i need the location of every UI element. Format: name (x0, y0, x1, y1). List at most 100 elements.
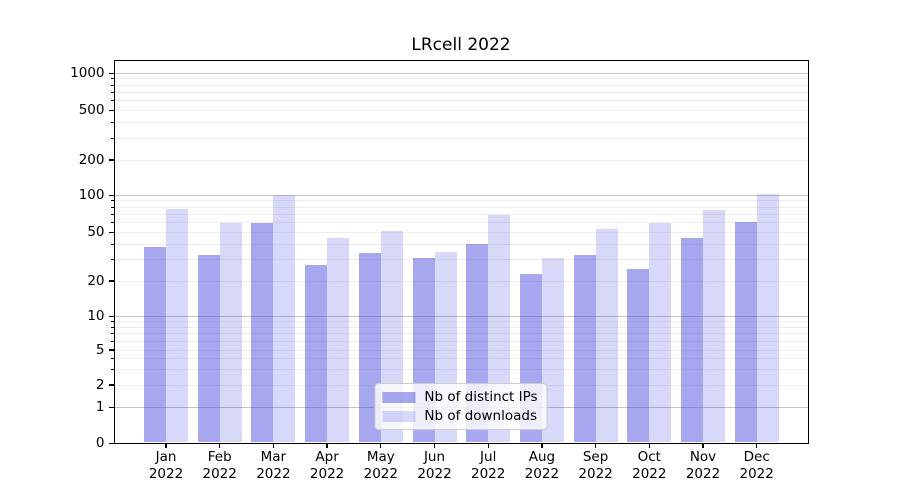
y-minor-tick-mark (111, 122, 114, 124)
x-tick-year: 2022 (685, 465, 721, 482)
x-tick-mark (756, 443, 758, 448)
x-tick-month: May (366, 449, 395, 465)
bar-nov-distinct-ips (681, 238, 703, 443)
bar-mar-downloads (273, 195, 296, 443)
minor-gridline (114, 84, 808, 86)
x-tick-year: 2022 (202, 465, 237, 482)
x-tick-month: Mar (260, 449, 287, 465)
y-tick-mark (109, 194, 114, 196)
x-tick-mark (433, 443, 436, 448)
x-tick-mark (648, 443, 650, 448)
y-tick-label: 100 (78, 186, 105, 203)
x-tick-label: Dec 2022 (725, 449, 789, 482)
minor-gridline (114, 214, 808, 216)
x-tick-label: Nov 2022 (671, 449, 735, 482)
minor-gridline (114, 222, 808, 224)
y-tick-label: 500 (78, 102, 105, 119)
y-tick-mark (109, 384, 114, 386)
y-tick-label: 10 (87, 308, 105, 325)
x-tick-year: 2022 (632, 465, 667, 482)
x-tick-label: Jul 2022 (456, 449, 520, 482)
x-tick-year: 2022 (739, 465, 774, 482)
bar-oct-downloads (649, 222, 672, 443)
x-tick-label: Apr 2022 (295, 449, 359, 482)
y-minor-tick-mark (111, 214, 114, 216)
minor-gridline (114, 280, 808, 282)
y-tick-label: 200 (78, 151, 105, 168)
y-tick-label: 0 (95, 435, 105, 451)
x-tick-label: Sep 2022 (564, 449, 628, 482)
x-tick-mark (272, 443, 275, 448)
y-minor-tick-mark (111, 326, 114, 328)
x-tick-month: Jul (480, 449, 497, 465)
y-minor-tick-mark (111, 206, 114, 208)
x-tick-year: 2022 (363, 465, 398, 482)
minor-gridline (114, 92, 808, 94)
minor-gridline (114, 326, 808, 328)
minor-gridline (114, 243, 808, 245)
y-tick-mark (109, 280, 114, 282)
x-tick-mark (541, 443, 543, 448)
y-tick-label: 50 (87, 224, 105, 241)
x-tick-month: Sep (582, 449, 609, 465)
y-tick-mark (109, 159, 114, 161)
y-minor-tick-mark (111, 333, 114, 335)
y-tick-mark (109, 442, 114, 445)
y-tick-mark (109, 349, 114, 351)
x-tick-year: 2022 (578, 465, 613, 482)
y-tick-label: 1 (95, 399, 105, 416)
y-minor-tick-mark (111, 84, 114, 86)
x-tick-month: Apr (315, 449, 339, 465)
x-tick-mark (326, 443, 328, 448)
legend-item: Nb of distinct IPs (382, 389, 538, 405)
y-minor-tick-mark (111, 200, 114, 202)
y-tick-mark (109, 407, 114, 409)
minor-gridline (114, 358, 808, 360)
bar-apr-downloads (327, 238, 350, 443)
x-tick-label: Mar 2022 (241, 449, 305, 482)
major-gridline (114, 316, 808, 318)
legend-swatch-downloads (382, 410, 416, 422)
x-tick-mark (165, 443, 167, 448)
minor-gridline (114, 340, 808, 342)
y-tick-label: 20 (87, 272, 105, 289)
bar-dec-downloads (756, 194, 779, 443)
bar-nov-downloads (703, 210, 725, 443)
x-tick-month: Jan (155, 449, 177, 465)
x-tick-month: Oct (637, 449, 661, 465)
minor-gridline (114, 206, 808, 208)
y-minor-tick-mark (111, 369, 114, 370)
y-tick-mark (109, 72, 114, 74)
x-tick-mark (702, 443, 704, 448)
x-tick-year: 2022 (256, 465, 291, 482)
chart-title: LRcell 2022 (411, 35, 511, 55)
x-tick-month: Nov (689, 449, 717, 465)
bar-jan-distinct-ips (144, 247, 166, 443)
y-tick-label: 1000 (70, 64, 105, 81)
minor-gridline (114, 110, 808, 112)
major-gridline (114, 194, 808, 196)
legend: Nb of distinct IPs Nb of downloads (374, 383, 548, 430)
x-tick-year: 2022 (524, 465, 560, 482)
minor-gridline (114, 78, 808, 80)
minor-gridline (114, 100, 808, 102)
x-tick-year: 2022 (417, 465, 452, 482)
y-minor-tick-mark (111, 321, 114, 323)
bar-feb-distinct-ips (197, 254, 220, 443)
x-tick-label: Jan 2022 (134, 449, 198, 482)
bar-mar-distinct-ips (251, 222, 274, 443)
minor-gridline (114, 122, 808, 124)
minor-gridline (114, 321, 808, 323)
minor-gridline (114, 333, 808, 335)
y-tick-mark (109, 316, 114, 318)
bar-jan-downloads (166, 209, 188, 443)
minor-gridline (114, 232, 808, 234)
y-minor-tick-mark (111, 137, 114, 139)
bar-dec-distinct-ips (734, 221, 757, 443)
y-minor-tick-mark (111, 100, 114, 102)
x-tick-mark (594, 443, 597, 448)
minor-gridline (114, 259, 808, 261)
y-minor-tick-mark (111, 358, 114, 360)
x-tick-year: 2022 (309, 465, 345, 482)
